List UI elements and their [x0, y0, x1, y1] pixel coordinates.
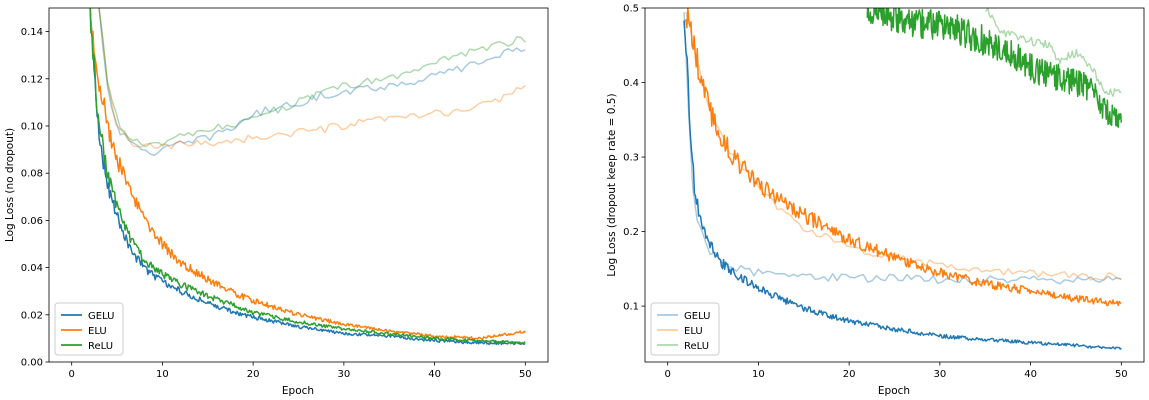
right-legend-label-elu: ELU	[684, 326, 703, 337]
left-chart: Log Loss (no dropout) Epoch 0 10 20 30 40 50 0…	[4, 7, 549, 397]
left-y-axis-label: Log Loss (no dropout)	[4, 128, 16, 242]
left-y-tick-label: 0.06	[21, 216, 43, 227]
right-legend-label-relu: ReLU	[684, 341, 709, 352]
left-y-tick-label: 0.04	[21, 263, 43, 274]
left-plot-area	[89, 8, 526, 346]
right-series-elu-train	[685, 8, 1122, 307]
left-y-tick-label: 0.00	[21, 358, 43, 369]
left-y-tick-label: 0.08	[21, 169, 43, 180]
left-y-tick-label: 0.12	[21, 74, 43, 85]
left-series-elu-test	[98, 8, 526, 150]
right-legend-frame	[650, 302, 720, 356]
right-y-axis-label: Log Loss (dropout keep rate = 0.5)	[606, 93, 618, 276]
right-x-tick-label: 50	[1115, 369, 1128, 380]
right-x-tick-label: 20	[843, 369, 856, 380]
right-x-tick-label: 0	[664, 369, 670, 380]
left-series-elu-train	[89, 8, 526, 340]
left-y-tick-label: 0.10	[21, 122, 43, 133]
left-legend-label-gelu: GELU	[88, 311, 114, 322]
right-series-gelu-train	[683, 20, 1122, 350]
right-x-axis-label: Epoch	[878, 385, 910, 397]
right-legend: GELU ELU ReLU	[650, 302, 720, 356]
left-x-tick-label: 20	[247, 369, 260, 380]
right-series-relu-test	[984, 8, 1122, 97]
left-y-tick-label: 0.14	[21, 27, 43, 38]
left-y-tick-label: 0.02	[21, 310, 43, 321]
left-series-gelu-train	[89, 8, 526, 346]
right-plot-area	[683, 8, 1123, 350]
left-legend-label-relu: ReLU	[88, 341, 113, 352]
left-axes-frame	[48, 7, 549, 363]
left-series-gelu-test	[98, 8, 526, 157]
left-legend-frame	[54, 302, 124, 356]
right-y-tick-label: 0.1	[623, 302, 639, 313]
right-y-tick-label: 0.5	[623, 4, 639, 15]
right-x-tick-label: 40	[1024, 369, 1037, 380]
left-x-axis-label: Epoch	[282, 385, 314, 397]
right-y-tick-label: 0.2	[623, 227, 639, 238]
left-legend-label-elu: ELU	[88, 326, 107, 337]
left-x-tick-label: 30	[337, 369, 350, 380]
left-x-tick-label: 40	[428, 369, 441, 380]
left-legend: GELU ELU ReLU	[54, 302, 124, 356]
right-chart: Log Loss (dropout keep rate = 0.5) Epoch…	[606, 4, 1145, 397]
left-series-relu-train	[89, 8, 526, 345]
right-axes-frame	[644, 7, 1145, 363]
left-x-tick-label: 50	[519, 369, 532, 380]
right-series-relu-train	[866, 8, 1123, 128]
right-series-gelu-test	[683, 12, 1122, 285]
left-x-tick-label: 0	[68, 369, 74, 380]
left-x-tick-label: 10	[156, 369, 169, 380]
right-x-tick-label: 10	[752, 369, 765, 380]
right-y-tick-label: 0.3	[623, 153, 639, 164]
right-x-tick-label: 30	[933, 369, 946, 380]
right-legend-label-gelu: GELU	[684, 311, 710, 322]
right-y-tick-label: 0.4	[623, 78, 639, 89]
right-series-elu-test	[685, 11, 1122, 281]
left-series-relu-test	[98, 8, 526, 148]
